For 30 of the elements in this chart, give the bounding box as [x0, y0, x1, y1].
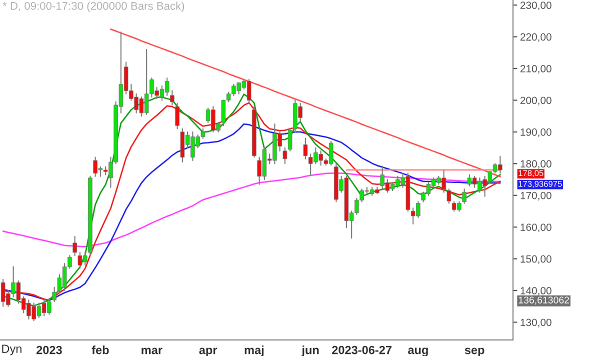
y-tick-label: 160,00: [520, 224, 552, 232]
candlestick: [288, 128, 292, 152]
candlestick: [175, 102, 180, 130]
y-tick-label: 140,00: [520, 287, 552, 296]
x-tick-label: mar: [142, 348, 162, 354]
y-tick-label: 170,00: [520, 192, 552, 200]
y-tick-label: 200,00: [520, 96, 552, 106]
candlestick: [446, 188, 452, 204]
candlestick: [282, 147, 288, 164]
candlestick: [303, 138, 308, 160]
y-tick-label: 220,00: [520, 33, 552, 42]
y-tick-label: 180,00: [520, 160, 552, 169]
candlestick: [52, 286, 56, 302]
candlestick: [170, 90, 174, 106]
y-tick-label: 210,00: [520, 65, 552, 74]
y-tick-label: 150,00: [520, 255, 552, 264]
x-tick-label: 2023: [36, 346, 62, 354]
text: 136,613062: [518, 296, 570, 305]
text: Dyn: [2, 344, 22, 356]
candlestick: [72, 236, 77, 256]
y-tick-label: 190,00: [520, 128, 552, 138]
y-tick-label: 230,00: [520, 2, 552, 10]
text: 178,05: [518, 170, 544, 178]
chart-title: * D, 09:00-17:30 (200000 Bars Back): [2, 2, 184, 12]
y-tick-label: 130,00: [520, 318, 552, 328]
x-tick-label: feb: [92, 346, 109, 354]
candlestick: [462, 188, 466, 204]
text: 173,936975: [518, 180, 562, 188]
x-tick-label: 2023-06-27: [332, 346, 392, 354]
line-series: [110, 28, 501, 178]
